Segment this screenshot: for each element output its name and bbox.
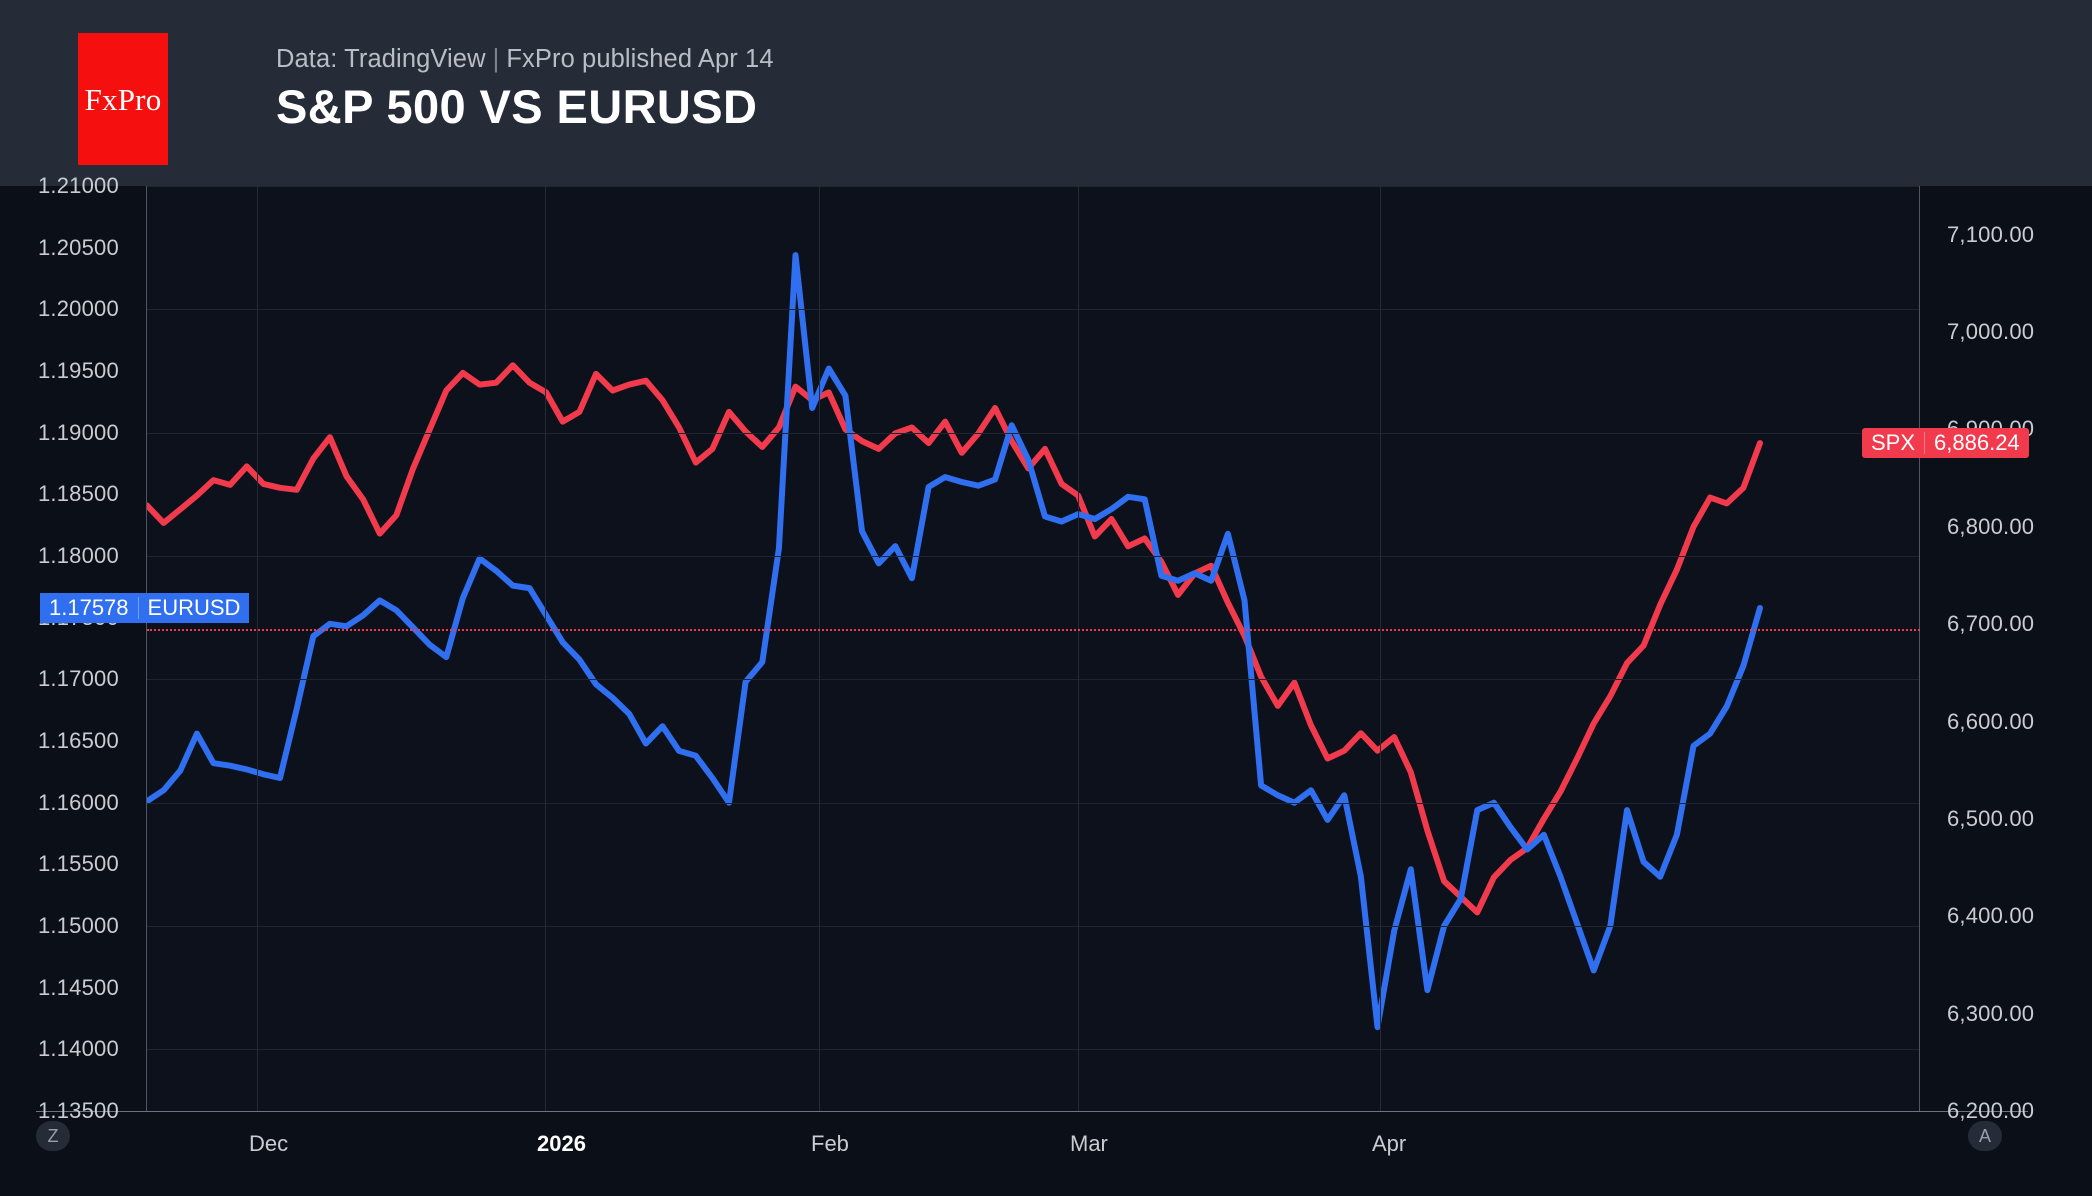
timezone-pill[interactable]: Z <box>36 1121 70 1151</box>
chart-area: Dec 2026 Feb Mar Apr Z A <box>0 186 2092 1196</box>
left-axis-tick-label: 1.17000 <box>38 666 119 692</box>
vertical-gridline <box>1078 186 1079 1111</box>
horizontal-gridline <box>147 556 1920 557</box>
x-axis-tick-label: 2026 <box>537 1131 586 1156</box>
left-axis-tick-label: 1.20500 <box>38 234 119 260</box>
left-axis-tick-label: 1.19500 <box>38 358 119 383</box>
left-axis-tick-label: 1.14500 <box>38 974 119 1000</box>
horizontal-gridline <box>147 309 1920 311</box>
horizontal-gridline <box>147 186 1920 187</box>
fxpro-logo: FxPro <box>78 33 168 165</box>
left-axis-tick-label: 1.21000 <box>38 173 119 198</box>
badge-divider <box>1924 431 1926 454</box>
left-axis-tick-label: 1.18000 <box>38 543 119 568</box>
badge-divider <box>137 597 139 619</box>
right-axis-line <box>1919 186 1920 1111</box>
subtitle-separator: | <box>492 45 500 73</box>
left-price-axis[interactable]: 1.21000 1.20500 1.20000 1.19500 1.19000 1.185… <box>0 173 146 1123</box>
header-subtitle: Data: TradingView | FxPro published Apr 14 <box>276 45 774 74</box>
auto-scale-pill[interactable]: A <box>1968 1121 2002 1151</box>
eurusd-line <box>147 252 1763 1031</box>
right-axis-tick-label: 6,800.00 <box>1947 513 2035 539</box>
right-axis-tick-label: 6,700.00 <box>1947 611 2035 637</box>
horizontal-gridline <box>147 679 1920 681</box>
left-axis-line <box>146 186 147 1111</box>
eurusd-badge-value: 1.17578 <box>49 595 129 620</box>
timezone-pill-label: Z <box>47 1125 59 1146</box>
left-axis-tick-label: 1.16000 <box>38 789 119 815</box>
vertical-gridline <box>257 186 258 1111</box>
horizontal-gridline <box>147 1049 1920 1051</box>
horizontal-gridline <box>147 926 1920 927</box>
eurusd-badge-symbol: EURUSD <box>147 595 241 620</box>
x-axis-tick-label: Feb <box>811 1131 849 1156</box>
eurusd-price-badge[interactable]: 1.17578 EURUSD <box>40 593 250 623</box>
spx-line <box>147 362 1763 916</box>
left-axis-tick-label: 1.19000 <box>38 419 119 445</box>
page-title: S&P 500 VS EURUSD <box>276 80 758 133</box>
horizontal-gridline <box>147 432 1920 434</box>
left-axis-tick-label: 1.16500 <box>38 728 119 753</box>
x-axis-tick-label: Mar <box>1070 1131 1108 1156</box>
vertical-gridline <box>545 186 546 1111</box>
left-axis-tick-label: 1.14000 <box>38 1036 119 1062</box>
series-lines <box>147 252 1763 1031</box>
right-axis-tick-label: 6,500.00 <box>1947 805 2035 831</box>
spx-badge-symbol: SPX <box>1871 429 1916 455</box>
left-axis-tick-label: 1.15500 <box>38 851 119 877</box>
spx-badge-value: 6,886.24 <box>1934 429 2020 455</box>
right-axis-tick-label: 6,600.00 <box>1947 708 2035 734</box>
right-axis-tick-label: 6,300.00 <box>1947 1000 2035 1026</box>
left-axis-tick-label: 1.13500 <box>38 1098 119 1123</box>
data-source-label: Data: TradingView <box>276 45 486 73</box>
vertical-gridline <box>1380 186 1381 1111</box>
x-axis-tick-label: Dec <box>249 1131 289 1156</box>
publisher-label: FxPro published Apr 14 <box>506 45 774 73</box>
spx-reference-line <box>147 628 1920 631</box>
bottom-axis-line <box>36 1111 2028 1112</box>
right-axis-tick-label: 7,100.00 <box>1947 221 2035 247</box>
horizontal-gridline <box>147 802 1920 804</box>
auto-scale-pill-label: A <box>1978 1125 1991 1146</box>
spx-price-badge[interactable]: SPX 6,886.24 <box>1862 427 2029 458</box>
right-axis-tick-label: 6,400.00 <box>1947 903 2035 929</box>
logo-text: FxPro <box>84 81 162 117</box>
left-axis-tick-label: 1.15000 <box>38 913 119 938</box>
left-axis-tick-label: 1.18500 <box>38 481 119 507</box>
plot-canvas <box>147 186 1920 1111</box>
x-axis-tick-label: Apr <box>1372 1131 1407 1156</box>
right-axis-tick-label: 6,200.00 <box>1947 1098 2035 1123</box>
right-price-axis[interactable]: 7,100.007,000.006,900.006,800.006,700.00… <box>1921 186 2092 1123</box>
right-axis-tick-label: 7,000.00 <box>1947 319 2035 345</box>
left-axis-tick-label: 1.20000 <box>38 296 119 322</box>
vertical-gridline <box>819 186 820 1111</box>
header-bar: FxPro Data: TradingView | FxPro published … <box>0 0 2092 186</box>
